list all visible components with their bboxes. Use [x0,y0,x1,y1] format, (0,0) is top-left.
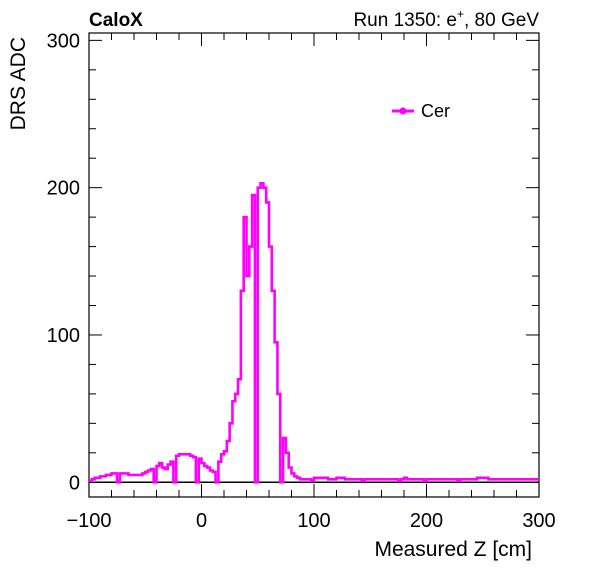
y-axis-ticks: 0 100 200 300 [47,30,539,494]
legend-label: Cer [421,101,450,121]
y-tick-label: 100 [47,325,80,347]
x-tick-label: 100 [297,510,330,532]
x-tick-label: 300 [522,510,555,532]
y-tick-label: 0 [69,472,80,494]
plot-frame [88,32,540,498]
x-tick-label: −100 [66,510,111,532]
x-axis-ticks: −100 0 100 200 300 [66,33,556,532]
run-label-main: Run 1350: e [353,10,457,31]
legend-marker [399,107,407,115]
run-label: Run 1350: e+, 80 GeV [353,7,539,31]
y-tick-label: 300 [47,30,80,52]
x-tick-label: 0 [196,510,207,532]
legend: Cer [392,101,450,121]
x-tick-label: 200 [410,510,443,532]
y-tick-label: 200 [47,178,80,200]
series-line-cer [89,181,539,484]
y-axis-title: DRS ADC [7,37,30,130]
series-layer [89,181,539,484]
x-axis-title: Measured Z [cm] [374,538,532,561]
run-label-superscript: + [457,7,464,21]
experiment-label: CaloX [89,10,143,31]
run-label-suffix: , 80 GeV [464,10,539,31]
